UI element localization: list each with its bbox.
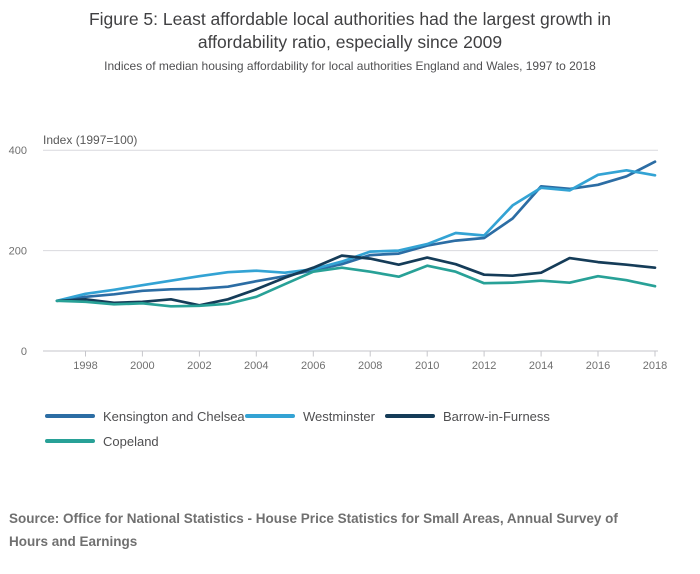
legend-item-barrow-in-furness[interactable]: Barrow-in-Furness	[385, 408, 550, 424]
legend-item-copeland[interactable]: Copeland	[45, 433, 159, 449]
x-tick-label: 2000	[130, 360, 154, 372]
legend-label: Copeland	[103, 433, 159, 449]
y-axis-title: Index (1997=100)	[43, 133, 137, 147]
affordability-line-chart: 0 200 400 Index (1997=100) 1998 2000 2002 2004 2…	[9, 133, 668, 372]
y-tick-label: 400	[9, 145, 27, 157]
legend-swatch	[45, 439, 95, 443]
legend-item-kensington-and-chelsea[interactable]: Kensington and Chelsea	[45, 408, 245, 424]
figure-title: Figure 5: Least affordable local authori…	[88, 9, 612, 52]
legend-swatch	[245, 414, 295, 418]
y-tick-label: 200	[9, 246, 27, 258]
legend-label: Westminster	[303, 408, 375, 424]
x-tick-label: 2016	[586, 360, 610, 372]
x-tick-label: 2012	[472, 360, 496, 372]
series-line-copeland	[55, 264, 657, 308]
series-line-barrow-in-furness	[55, 254, 657, 307]
x-tick-label: 2008	[358, 360, 382, 372]
x-tick-label: 2002	[187, 360, 211, 372]
legend-label: Barrow-in-Furness	[443, 408, 550, 424]
x-tick-label: 2006	[301, 360, 325, 372]
legend-swatch	[385, 414, 435, 418]
source-text: Source: Office for National Statistics -…	[9, 511, 618, 549]
figure-subtitle: Indices of median housing affordability …	[104, 59, 596, 73]
legend-item-westminster[interactable]: Westminster	[245, 408, 375, 424]
x-tick-label: 2014	[529, 360, 553, 372]
x-tick-label: 2004	[244, 360, 268, 372]
legend-label: Kensington and Chelsea	[103, 408, 245, 424]
y-tick-label: 0	[21, 346, 27, 358]
legend-swatch	[45, 414, 95, 418]
x-tick-label: 2018	[643, 360, 667, 372]
series-line-kensington-and-chelsea	[55, 160, 657, 303]
x-tick-label: 2010	[415, 360, 439, 372]
x-tick-label: 1998	[73, 360, 97, 372]
